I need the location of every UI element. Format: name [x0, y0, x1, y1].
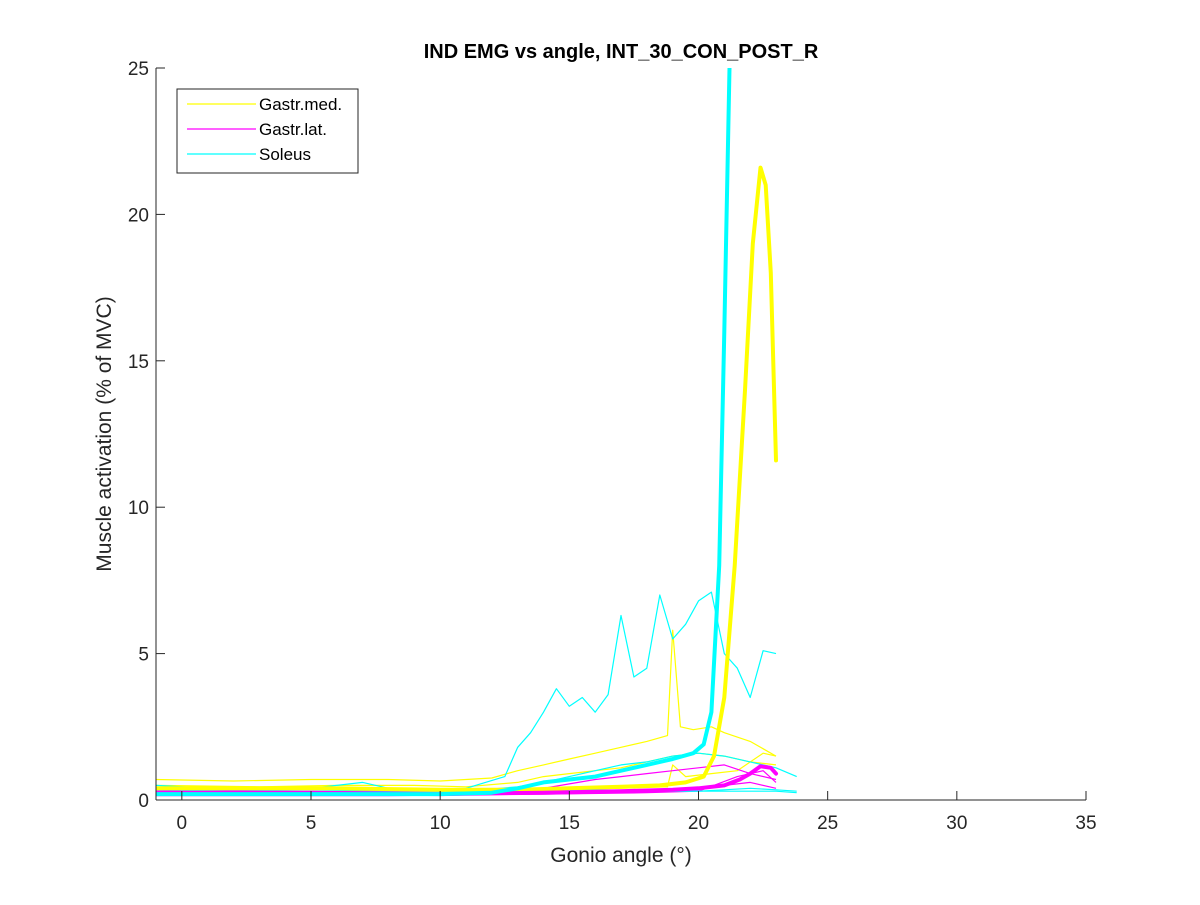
legend: Gastr.med. Gastr.lat. Soleus — [176, 88, 359, 174]
y-tick-label: 25 — [128, 59, 149, 80]
trial-line-7 — [156, 591, 777, 792]
x-tick-label: 30 — [946, 813, 967, 834]
y-tick-label: 10 — [128, 498, 149, 519]
x-tick-label: 0 — [177, 813, 188, 834]
legend-entry: Gastr.lat. — [259, 120, 327, 139]
y-tick-label: 5 — [138, 645, 149, 666]
x-tick-label: 5 — [306, 813, 317, 834]
y-axis-label: Muscle activation (% of MVC) — [93, 296, 116, 571]
x-axis-label: Gonio angle (°) — [550, 844, 691, 867]
y-tick-label: 0 — [138, 791, 149, 812]
y-tick-label: 20 — [128, 205, 149, 226]
legend-entry: Soleus — [259, 145, 311, 164]
x-tick-label: 35 — [1075, 813, 1096, 834]
series-line-gastr-med — [156, 165, 778, 792]
legend-box — [176, 88, 359, 174]
x-tick-label: 20 — [688, 813, 709, 834]
legend-entry: Gastr.med. — [259, 95, 342, 114]
x-tick-label: 10 — [430, 813, 451, 834]
x-tick-label: 25 — [817, 813, 838, 834]
x-ticks: 0 5 10 15 20 25 30 35 — [177, 791, 1097, 834]
series-line-soleus — [156, 68, 732, 797]
x-tick-label: 15 — [559, 813, 580, 834]
chart-title: IND EMG vs angle, INT_30_CON_POST_R — [424, 41, 819, 63]
y-tick-label: 15 — [128, 352, 149, 373]
y-ticks: 0 5 10 15 20 25 — [128, 59, 165, 812]
